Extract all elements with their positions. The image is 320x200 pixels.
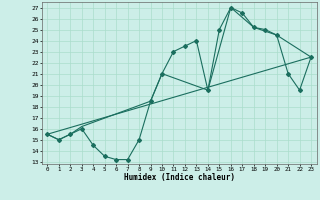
X-axis label: Humidex (Indice chaleur): Humidex (Indice chaleur)	[124, 173, 235, 182]
